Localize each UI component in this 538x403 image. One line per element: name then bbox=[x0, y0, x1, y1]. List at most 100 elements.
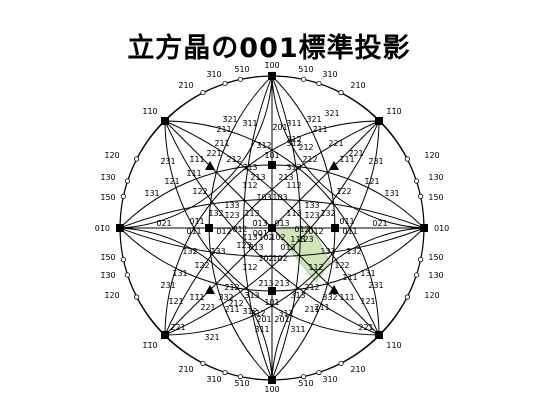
zone-arc bbox=[271, 227, 425, 381]
zone-arc bbox=[271, 75, 301, 381]
label-inner-46: 332 bbox=[322, 293, 337, 302]
pole-110-tl bbox=[161, 117, 169, 125]
label-rim-4: 2̄10 bbox=[178, 81, 193, 90]
label-inner-45: 3̄32 bbox=[218, 293, 233, 302]
label-inner-24: 021 bbox=[372, 219, 387, 228]
label-inner-15: 1̄21 bbox=[164, 177, 179, 186]
label-inner-99: 0̄13 bbox=[248, 243, 263, 252]
label-inner-93: 3̄13 bbox=[244, 291, 259, 300]
label-inner-1: 3̄21 bbox=[306, 115, 321, 124]
rim-pole-16 bbox=[133, 294, 140, 300]
rim-pole-17 bbox=[124, 272, 131, 278]
label-inner-21: 1̄32 bbox=[208, 209, 223, 218]
label-101-bottom: 101 bbox=[264, 298, 279, 307]
rim-pole-20 bbox=[124, 178, 131, 184]
label-inner-71: 1̄11 bbox=[186, 169, 201, 178]
rim-pole-12 bbox=[301, 374, 307, 380]
label-rim-16: 3̄10 bbox=[206, 375, 221, 384]
label-inner-2: 2̄11 bbox=[216, 125, 231, 134]
label-inner-35: 0̄12 bbox=[232, 225, 247, 234]
rim-pole-11 bbox=[316, 369, 322, 376]
label-inner-84: 133 bbox=[320, 247, 335, 256]
label-inner-89: 3̄12 bbox=[242, 307, 257, 316]
label-tr: 1̄1̄0 bbox=[386, 107, 401, 116]
label-inner-34: 013 bbox=[274, 219, 289, 228]
label-inner-55: 2̄11 bbox=[224, 305, 239, 314]
label-rim-10: 1̄50 bbox=[100, 193, 115, 202]
label-011-right: 011 bbox=[339, 217, 354, 226]
label-inner-4: 3̄11 bbox=[242, 119, 257, 128]
label-inner-30: 113 bbox=[286, 209, 301, 218]
label-inner-47: 3̄11 bbox=[254, 325, 269, 334]
zone-arc bbox=[164, 120, 380, 336]
label-inner-96: 212 bbox=[298, 143, 313, 152]
label-rim-19: 510 bbox=[298, 379, 313, 388]
label-111-br: 111 bbox=[339, 293, 354, 302]
rim-pole-9 bbox=[404, 294, 411, 300]
label-inner-94: 313 bbox=[290, 291, 305, 300]
label-inner-63: 1̄32 bbox=[182, 247, 197, 256]
label-rim-22: 1̄30 bbox=[100, 271, 115, 280]
label-inner-68: 121 bbox=[360, 297, 375, 306]
label-inner-88: 102 bbox=[270, 233, 285, 242]
pole-labels: 1̄00 100 01̄0 010 1̄10 1̄1̄0 1̄1̄0 110 1̄11 1̄11 1… bbox=[95, 61, 450, 394]
pole-111-tl bbox=[205, 161, 215, 170]
poles bbox=[116, 72, 428, 384]
rim-pole-22 bbox=[200, 89, 206, 96]
page-title: 立方晶の001標準投影 bbox=[127, 33, 411, 64]
rim-pole-1 bbox=[316, 80, 322, 87]
zone-arc bbox=[164, 120, 380, 336]
zone-arc bbox=[164, 120, 380, 336]
label-inner-100: 013 bbox=[280, 243, 295, 252]
label-rim-12: 1̄20 bbox=[104, 291, 119, 300]
label-rim-5: 210 bbox=[350, 81, 365, 90]
label-inner-56: 211 bbox=[304, 305, 319, 314]
label-inner-12: 2̄12 bbox=[302, 155, 317, 164]
label-inner-42: 313 bbox=[286, 163, 301, 172]
zone-arc bbox=[164, 120, 380, 336]
pole-010-right bbox=[420, 224, 428, 232]
label-inner-18: 1̄22 bbox=[336, 187, 351, 196]
label-inner-67: 1̄21 bbox=[168, 297, 183, 306]
label-inner-87: 1̄02 bbox=[258, 233, 273, 242]
label-inner-66: 122 bbox=[334, 261, 349, 270]
label-inner-73: 2̄11 bbox=[214, 139, 229, 148]
label-inner-76: 321 bbox=[324, 109, 339, 118]
label-inner-64: 132 bbox=[346, 247, 361, 256]
pole-011-right bbox=[331, 224, 339, 232]
label-inner-82: 123 bbox=[298, 235, 313, 244]
label-inner-6: 2̄01 bbox=[272, 123, 287, 132]
label-inner-72: 111 bbox=[342, 273, 357, 282]
label-inner-43: 1̄02 bbox=[258, 254, 273, 263]
zone-arc bbox=[119, 227, 273, 381]
label-inner-54: 212 bbox=[304, 283, 319, 292]
rim-pole-21 bbox=[133, 156, 140, 162]
label-inner-16: 1̄21 bbox=[364, 177, 379, 186]
label-rim-0: 5̄10 bbox=[234, 65, 249, 74]
label-inner-14: 2̄31 bbox=[368, 157, 383, 166]
zone-arc bbox=[119, 227, 425, 257]
label-inner-51: 3̄12 bbox=[250, 309, 265, 318]
label-rim-2: 3̄10 bbox=[206, 70, 221, 79]
label-bottom: 100 bbox=[264, 385, 279, 394]
label-inner-80: 113 bbox=[290, 235, 305, 244]
pole-111-br bbox=[329, 285, 339, 294]
label-rim-21: 150 bbox=[428, 253, 443, 262]
label-inner-79: 1̄13 bbox=[242, 233, 257, 242]
label-inner-40: 213 bbox=[278, 173, 293, 182]
label-rim-13: 120 bbox=[424, 291, 439, 300]
label-inner-17: 1̄22 bbox=[192, 187, 207, 196]
rim-pole-4 bbox=[404, 156, 411, 162]
zone-arc bbox=[164, 120, 380, 336]
label-rim-1: 510 bbox=[298, 65, 313, 74]
label-inner-62: 131 bbox=[360, 269, 375, 278]
label-inner-59: 2̄31 bbox=[160, 281, 175, 290]
label-inner-44: 102 bbox=[272, 254, 287, 263]
label-inner-13: 2̄31 bbox=[160, 157, 175, 166]
zone-arc bbox=[164, 120, 380, 336]
rim-pole-24 bbox=[237, 76, 243, 82]
label-inner-27: 1̄23 bbox=[224, 211, 239, 220]
label-inner-86: 112 bbox=[308, 263, 323, 272]
label-inner-32: 103 bbox=[272, 193, 287, 202]
label-inner-37: 1̄12 bbox=[242, 181, 257, 190]
